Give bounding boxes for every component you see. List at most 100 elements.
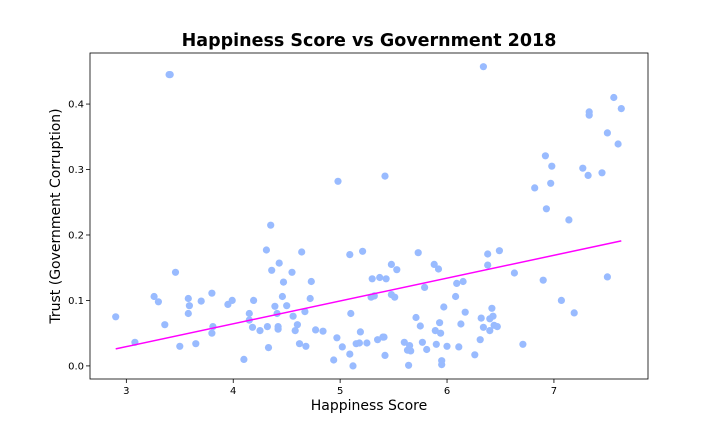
data-point [493,323,501,331]
chart-title: Happiness Score vs Government 2018 [182,31,557,51]
data-point [279,278,288,286]
data-point [154,298,162,306]
data-point [184,309,192,318]
data-point [368,275,376,283]
data-point [295,340,304,348]
data-point [240,355,248,363]
data-point [185,302,193,310]
data-point [334,177,342,185]
data-point [407,347,415,355]
data-point [291,327,299,335]
data-point [197,297,205,305]
data-point [391,293,399,301]
data-point [376,273,384,282]
data-point [307,277,315,286]
data-point [301,308,309,316]
data-point [479,63,487,71]
data-point [414,249,422,257]
data-point [416,322,424,330]
data-point [228,296,236,304]
y-tick-label: 0.3 [68,165,84,176]
data-point [267,221,275,229]
data-point [617,105,625,113]
data-point [208,289,216,297]
data-point [346,350,354,358]
data-point [585,108,593,116]
data-point [293,321,301,329]
data-point [471,351,479,359]
x-tick-label: 3 [123,386,129,397]
data-point [355,339,363,347]
data-point [166,71,174,79]
data-point [150,292,158,301]
data-point [412,313,420,322]
x-tick-label: 6 [444,386,450,397]
data-point [171,268,180,276]
data-point [432,340,440,348]
data-point [176,342,184,350]
data-point [565,216,573,224]
data-point [347,309,355,318]
data-point [306,294,314,303]
y-axis-label: Trust (Government Corruption) [48,108,64,324]
data-point [264,344,273,352]
data-point [262,246,270,254]
plot-frame [89,52,649,380]
data-point [603,273,612,281]
data-point [614,140,622,148]
data-point [455,343,463,351]
data-point [256,327,264,335]
data-point [443,342,451,350]
data-point [579,164,587,172]
data-point [479,323,487,331]
data-point [274,323,282,331]
data-point [488,304,496,312]
x-tick-label: 5 [337,386,343,397]
data-point [192,340,200,348]
x-axis-ticks: 3 4 5 6 7 [123,379,557,397]
data-point [245,309,253,318]
data-point [495,247,503,255]
data-point [484,261,492,269]
data-point [477,314,485,322]
data-point [400,338,408,346]
data-point [271,302,279,310]
data-point [436,319,444,327]
data-point [603,129,612,137]
data-point [302,342,310,350]
points-layer [112,63,625,370]
data-point [268,266,276,274]
data-point [453,279,461,287]
data-point [418,338,426,346]
data-point [437,329,445,337]
data-point [382,275,390,283]
data-point [539,276,547,284]
data-point [461,308,469,316]
data-point [184,294,192,303]
data-point [430,260,438,268]
data-point [405,361,413,369]
trend-layer [115,240,622,350]
data-point [298,248,306,256]
data-point [319,327,327,335]
data-point [283,302,291,310]
data-point [346,251,354,259]
data-point [161,321,169,329]
data-point [489,312,497,320]
data-point [486,327,494,335]
data-point [338,343,346,351]
data-point [510,269,518,277]
data-point [381,172,389,180]
data-point [457,320,465,328]
data-point [484,250,492,258]
data-point [381,351,389,359]
y-tick-label: 0.0 [68,361,84,372]
data-point [359,247,367,255]
data-point [112,313,120,321]
data-point [333,334,341,342]
data-point [250,296,258,304]
data-point [380,333,388,341]
data-point [356,328,364,336]
data-point [598,169,606,177]
